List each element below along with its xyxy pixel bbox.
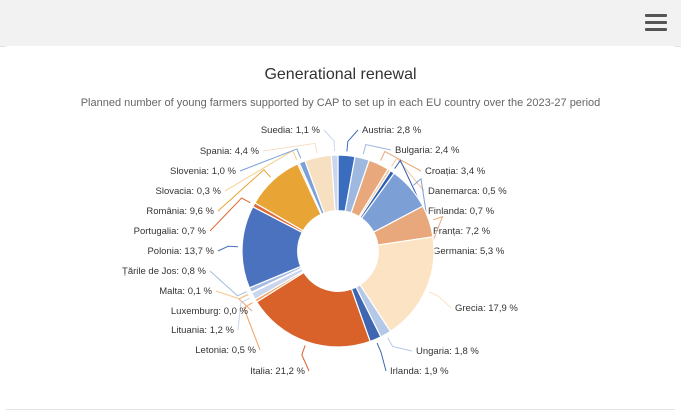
data-label-tarile-de-jos: Țările de Jos: 0,8 % <box>122 266 207 277</box>
data-label-suedia: Suedia: 1,1 % <box>261 125 321 136</box>
leader-finlanda <box>394 159 425 212</box>
leader-romania <box>217 169 271 212</box>
data-label-slovacia: Slovacia: 0,3 % <box>156 186 222 197</box>
data-label-lituania: Lituania: 1,2 % <box>171 325 234 336</box>
chart-title: Generational renewal <box>264 66 417 83</box>
data-label-germania: Germania: 5,3 % <box>433 246 505 257</box>
leader-grecia <box>428 291 452 309</box>
slice-italia[interactable] <box>255 271 371 348</box>
slice-suedia[interactable] <box>330 154 339 212</box>
data-label-austria: Austria: 2,8 % <box>362 125 422 136</box>
leader-slovenia <box>239 148 302 172</box>
chart-card <box>6 46 675 412</box>
leader-ungaria <box>387 337 413 352</box>
data-label-slovenia: Slovenia: 1,0 % <box>170 166 237 177</box>
leader-italia <box>301 345 310 372</box>
data-label-danemarca: Danemarca: 0,5 % <box>428 186 507 197</box>
data-label-croatia: Croația: 3,4 % <box>425 166 486 177</box>
data-label-bulgaria: Bulgaria: 2,4 % <box>395 145 460 156</box>
leader-lituania <box>237 297 250 331</box>
leader-danemarca <box>391 157 425 192</box>
leader-suedia <box>323 129 335 152</box>
data-label-romania: România: 9,6 % <box>146 206 214 217</box>
data-label-irlanda: Irlanda: 1,9 % <box>390 366 449 377</box>
data-label-spania: Spania: 4,4 % <box>200 146 260 157</box>
data-label-malta: Malta: 0,1 % <box>159 286 212 297</box>
leader-irlanda <box>376 342 387 372</box>
data-label-letonia: Letonia: 0,5 % <box>195 345 256 356</box>
hamburger-menu-icon[interactable] <box>645 13 667 33</box>
data-label-grecia: Grecia: 17,9 % <box>455 303 518 314</box>
data-label-italia: Italia: 21,2 % <box>250 366 305 377</box>
data-label-franta: Franța: 7,2 % <box>433 226 491 237</box>
leader-croatia <box>380 150 422 172</box>
data-label-polonia: Polonia: 13,7 % <box>147 246 214 257</box>
data-label-ungaria: Ungaria: 1,8 % <box>416 346 479 357</box>
leader-malta <box>215 290 249 300</box>
slice-grecia[interactable] <box>359 236 435 333</box>
leader-austria <box>346 129 359 152</box>
leader-tarile-de-jos <box>209 270 247 297</box>
leader-bulgaria <box>362 143 392 155</box>
data-label-finlanda: Finlanda: 0,7 % <box>428 206 495 217</box>
leader-portugalia <box>209 197 251 232</box>
leader-letonia <box>243 302 261 351</box>
data-label-portugalia: Portugalia: 0,7 % <box>134 226 207 237</box>
data-label-luxemburg: Luxemburg: 0,0 % <box>171 306 249 317</box>
divider <box>6 409 675 410</box>
chart-subtitle: Planned number of young farmers supporte… <box>80 97 601 109</box>
leader-spania <box>262 142 318 154</box>
leader-polonia <box>217 245 239 252</box>
